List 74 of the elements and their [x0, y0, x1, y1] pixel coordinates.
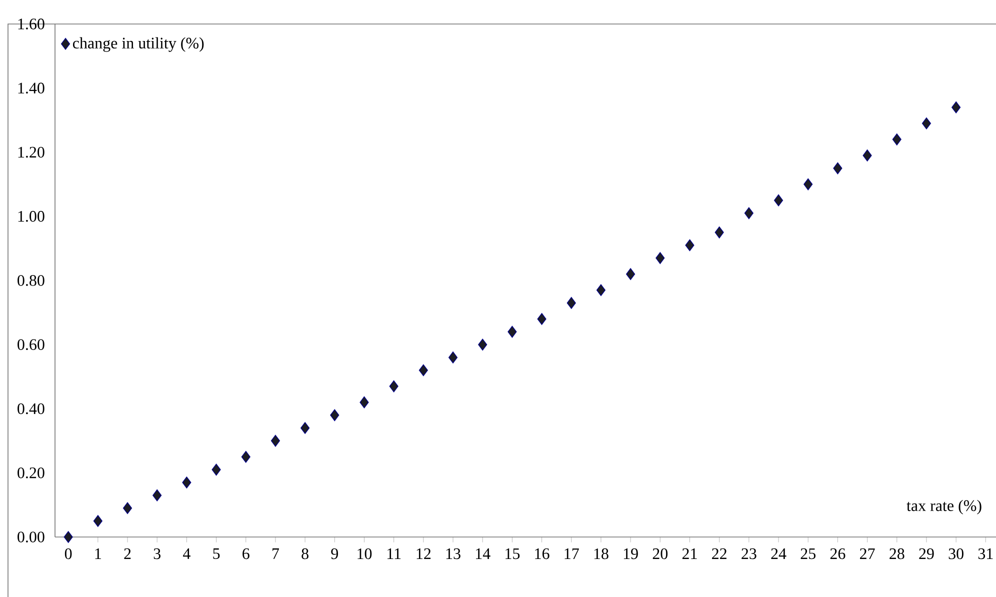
- x-tick-label: 14: [476, 548, 490, 559]
- x-tick-label: 17: [564, 548, 579, 559]
- x-tick-label: 23: [742, 548, 756, 560]
- x-tick-label: 4: [183, 548, 190, 559]
- x-tick-label: 20: [652, 548, 668, 560]
- y-tick-label: 1.60: [18, 18, 44, 30]
- point: [833, 162, 842, 174]
- x-tick-label: 10: [358, 548, 372, 560]
- point: [566, 297, 576, 309]
- point: [744, 207, 754, 220]
- point: [922, 117, 932, 130]
- x-tick-label: 22: [712, 548, 726, 559]
- x-tick-label: 13: [446, 548, 460, 560]
- x-tick-label: 0: [64, 548, 72, 560]
- x-tick-label: 12: [416, 548, 431, 559]
- y-tick-label: 0.80: [18, 275, 44, 286]
- point: [478, 338, 488, 351]
- x-tick-label: 26: [830, 548, 846, 560]
- point: [330, 409, 340, 422]
- y-tick-label: 0.40: [18, 403, 44, 414]
- x-tick-label: 29: [919, 548, 934, 560]
- point: [389, 380, 398, 392]
- point: [122, 502, 132, 514]
- point: [152, 489, 162, 502]
- y-tick-label: 0.20: [18, 467, 44, 478]
- x-tick-label: 25: [800, 548, 816, 560]
- y-tick-label: 1.40: [18, 82, 44, 94]
- x-tick-label: 31: [978, 548, 993, 560]
- x-tick-label: 3: [154, 548, 160, 560]
- point: [537, 313, 546, 325]
- y-tick-label: 1.20: [18, 146, 44, 158]
- x-tick-label: 21: [682, 548, 697, 559]
- x-tick-label: 15: [506, 548, 520, 560]
- x-tick-label: 16: [535, 548, 550, 560]
- legend-label: change in utility (%): [72, 37, 204, 52]
- x-axis-title: tax rate (%): [906, 500, 982, 514]
- point: [626, 268, 636, 280]
- point: [804, 178, 813, 190]
- y-tick-label: 1.00: [18, 210, 44, 222]
- point: [241, 450, 250, 463]
- x-tick-label: 27: [860, 548, 875, 559]
- x-tick-label: 11: [388, 548, 401, 559]
- x-tick-label: 1: [95, 548, 101, 559]
- point: [952, 101, 961, 114]
- point: [862, 150, 872, 162]
- point: [93, 515, 102, 527]
- x-tick-label: 9: [331, 548, 338, 560]
- point: [656, 252, 665, 264]
- point: [418, 364, 428, 376]
- x-tick-label: 5: [213, 548, 220, 559]
- y-tick-label: 0.00: [18, 532, 44, 542]
- point: [360, 396, 369, 408]
- x-tick-label: 24: [771, 548, 786, 559]
- point: [182, 476, 192, 488]
- point: [212, 464, 221, 476]
- x-tick-label: 19: [624, 548, 638, 560]
- point: [596, 284, 606, 296]
- point: [448, 352, 458, 364]
- x-tick-label: 18: [594, 548, 608, 560]
- x-tick-label: 7: [272, 548, 279, 559]
- point: [892, 133, 902, 146]
- x-tick-label: 28: [890, 548, 904, 560]
- point: [270, 434, 280, 447]
- point: [774, 194, 784, 206]
- point: [714, 226, 724, 238]
- point: [64, 531, 73, 543]
- point: [508, 326, 517, 338]
- x-tick-label: 8: [302, 548, 308, 560]
- point: [685, 239, 694, 252]
- y-tick-label: 0.60: [18, 339, 44, 350]
- x-tick-label: 2: [124, 548, 131, 559]
- x-tick-label: 6: [242, 548, 250, 560]
- point: [300, 422, 310, 434]
- x-tick-label: 30: [948, 548, 964, 560]
